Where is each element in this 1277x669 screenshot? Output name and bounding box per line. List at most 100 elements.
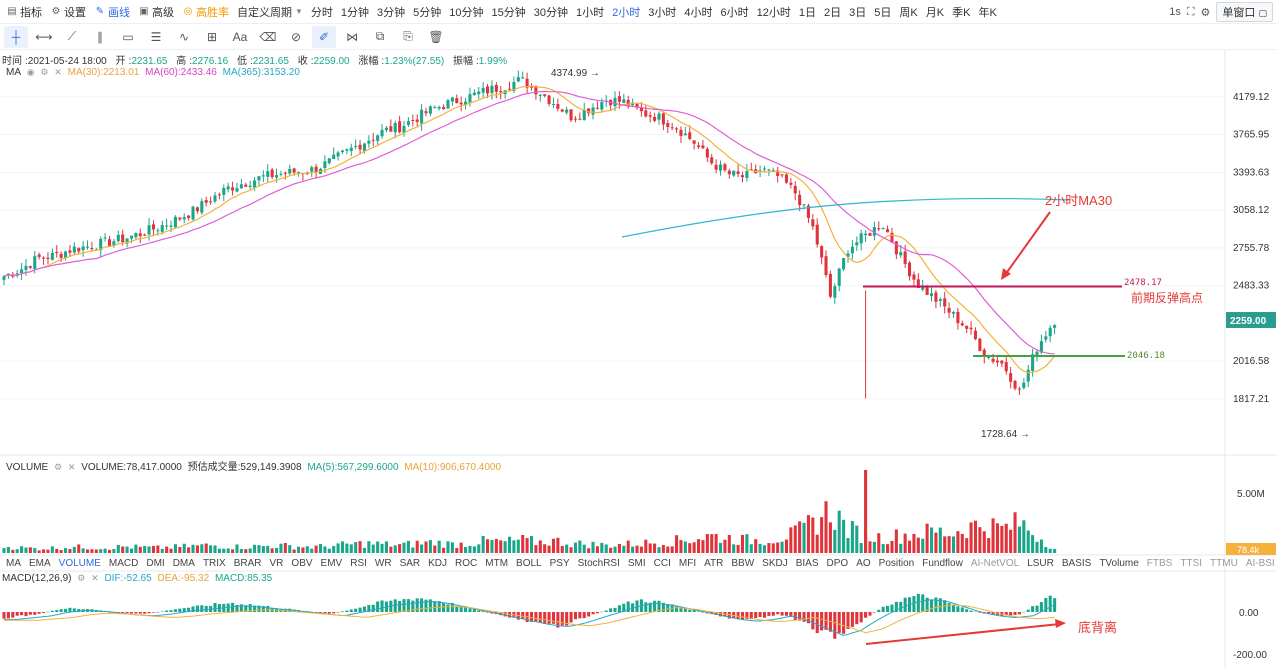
indicator-tab-dmi[interactable]: DMI — [146, 557, 165, 569]
indicator-tab-fundflow[interactable]: Fundflow — [922, 557, 963, 569]
indicator-tab-brar[interactable]: BRAR — [233, 557, 262, 569]
indicator-tab-ttsi[interactable]: TTSI — [1180, 557, 1203, 569]
lock-icon[interactable]: ⧉ — [375, 29, 385, 43]
indicator-tab-obv[interactable]: OBV — [291, 557, 313, 569]
indicator-tab-bias[interactable]: BIAS — [795, 557, 819, 569]
close-small-icon[interactable]: ✕ — [54, 67, 62, 77]
candle-body — [477, 91, 481, 95]
indicator-tab-ema[interactable]: EMA — [29, 557, 51, 569]
indicator-tab-smi[interactable]: SMI — [627, 557, 646, 569]
period-3日[interactable]: 3日 — [849, 6, 867, 19]
period-月K[interactable]: 月K — [925, 6, 945, 19]
indicator-tab-ai-bsi[interactable]: AI-BSI — [1245, 557, 1275, 569]
period-12小时[interactable]: 12小时 — [756, 6, 791, 19]
indicator-tab-dpo[interactable]: DPO — [826, 557, 849, 569]
period-1小时[interactable]: 1小时 — [576, 6, 605, 19]
indicator-tab-tvolume[interactable]: TVolume — [1099, 557, 1139, 569]
parallel-icon[interactable]: ∥ — [97, 29, 103, 44]
period-4小时[interactable]: 4小时 — [684, 6, 713, 19]
segment-icon[interactable]: ⟷ — [35, 29, 53, 44]
indicator-tab-stochrsi[interactable]: StochRSI — [577, 557, 620, 569]
indicator-tab-mtm[interactable]: MTM — [485, 557, 509, 569]
pattern-icon[interactable]: ⋈ — [346, 29, 358, 44]
indicator-tab-ao[interactable]: AO — [856, 557, 871, 569]
magnet-icon[interactable]: ⊘ — [290, 29, 302, 44]
fib-icon[interactable]: ☰ — [150, 29, 162, 44]
measure-icon[interactable]: ⊞ — [206, 29, 218, 44]
toolbar-advanced-button[interactable]: ▣ 高级 — [134, 1, 178, 23]
indicator-tab-wr[interactable]: WR — [374, 557, 392, 569]
period-15分钟[interactable]: 15分钟 — [491, 6, 526, 19]
close-small-icon[interactable]: ✕ — [67, 462, 76, 472]
period-30分钟[interactable]: 30分钟 — [533, 6, 569, 19]
gear-small-icon[interactable]: ⚙ — [77, 573, 86, 583]
indicator-tab-emv[interactable]: EMV — [320, 557, 343, 569]
gear-small-icon[interactable]: ⚙ — [54, 462, 63, 472]
toolbar-indicator-button[interactable]: ▤ 指标 — [2, 1, 46, 23]
indicator-tab-ftbs[interactable]: FTBS — [1146, 557, 1173, 569]
period-1日[interactable]: 1日 — [798, 6, 817, 19]
wave-icon[interactable]: ∿ — [178, 29, 190, 44]
gear-small-icon[interactable]: ⚙ — [40, 67, 49, 77]
indicator-tab-psy[interactable]: PSY — [549, 557, 570, 569]
indicator-tab-ai-netvol[interactable]: AI-NetVOL — [970, 557, 1020, 569]
interval-label[interactable]: 1s — [1169, 6, 1181, 18]
volume-name[interactable]: VOLUME — [6, 462, 49, 473]
period-6小时[interactable]: 6小时 — [720, 6, 749, 19]
indicator-tab-bbw[interactable]: BBW — [731, 557, 755, 569]
ray-icon[interactable]: ⟋ — [67, 29, 77, 43]
settings-icon[interactable]: ⚙ — [1200, 6, 1211, 19]
indicator-tab-cci[interactable]: CCI — [653, 557, 671, 569]
crosshair-icon[interactable]: ┼ — [4, 25, 28, 48]
volume-bar — [204, 543, 208, 553]
period-2小时[interactable]: 2小时 — [612, 6, 641, 19]
copy-icon[interactable]: ⎘ — [403, 29, 413, 43]
period-3分钟[interactable]: 3分钟 — [377, 6, 406, 19]
indicator-tab-dma[interactable]: DMA — [172, 557, 195, 569]
period-分时[interactable]: 分时 — [310, 6, 333, 19]
period-3小时[interactable]: 3小时 — [648, 6, 677, 19]
macd-name[interactable]: MACD(12,26,9) — [2, 573, 72, 584]
indicator-tab-basis[interactable]: BASIS — [1061, 557, 1092, 569]
indicator-tab-ttmu[interactable]: TTMU — [1210, 557, 1238, 569]
indicator-tab-position[interactable]: Position — [878, 557, 915, 569]
close-small-icon[interactable]: ✕ — [91, 573, 99, 583]
period-年K[interactable]: 年K — [978, 6, 997, 19]
ma-name[interactable]: MA — [6, 67, 21, 78]
toolbar-winrate-button[interactable]: ◎ 高胜率 — [178, 1, 233, 23]
custom-period-dropdown[interactable]: 自定义周期 ▼ — [233, 1, 307, 23]
period-季K[interactable]: 季K — [952, 6, 971, 19]
indicator-tab-macd[interactable]: MACD — [108, 557, 139, 569]
expand-icon[interactable]: ⛶ — [1186, 5, 1195, 18]
indicator-tab-kdj[interactable]: KDJ — [428, 557, 448, 569]
toolbar-pen-button[interactable]: ✎ 画线 — [90, 1, 134, 23]
brush-icon[interactable]: ✐ — [312, 25, 336, 48]
eraser-icon[interactable]: ⌫ — [259, 29, 277, 44]
indicator-tab-vr[interactable]: VR — [269, 557, 284, 569]
indicator-tab-atr[interactable]: ATR — [704, 557, 724, 569]
period-5分钟[interactable]: 5分钟 — [413, 6, 442, 19]
indicator-tab-mfi[interactable]: MFI — [678, 557, 697, 569]
indicator-tab-sar[interactable]: SAR — [399, 557, 421, 569]
trash-icon[interactable]: 🗑 — [428, 29, 444, 44]
volume-bar — [305, 546, 309, 553]
text-icon[interactable]: Aa — [232, 29, 248, 44]
indicator-tab-skdj[interactable]: SKDJ — [762, 557, 788, 569]
toolbar-gear-button[interactable]: ⚙ 设置 — [46, 1, 90, 23]
rectangle-icon[interactable]: ▭ — [122, 29, 134, 44]
indicator-tab-trix[interactable]: TRIX — [202, 557, 226, 569]
indicator-tab-roc[interactable]: ROC — [455, 557, 478, 569]
indicator-tab-boll[interactable]: BOLL — [516, 557, 542, 569]
window-mode-dropdown[interactable]: 单窗口 ▢ — [1216, 2, 1273, 22]
period-5日[interactable]: 5日 — [874, 6, 892, 19]
period-1分钟[interactable]: 1分钟 — [340, 6, 370, 19]
period-周K[interactable]: 周K — [899, 6, 918, 19]
indicator-tab-ma[interactable]: MA — [6, 557, 21, 569]
period-10分钟[interactable]: 10分钟 — [449, 6, 484, 19]
eye-icon[interactable]: ◉ — [26, 67, 35, 77]
indicator-tab-lsur[interactable]: LSUR — [1027, 557, 1054, 569]
indicator-tab-volume[interactable]: VOLUME — [58, 557, 101, 569]
indicator-tab-rsi[interactable]: RSI — [350, 557, 367, 569]
period-2日[interactable]: 2日 — [824, 6, 842, 19]
